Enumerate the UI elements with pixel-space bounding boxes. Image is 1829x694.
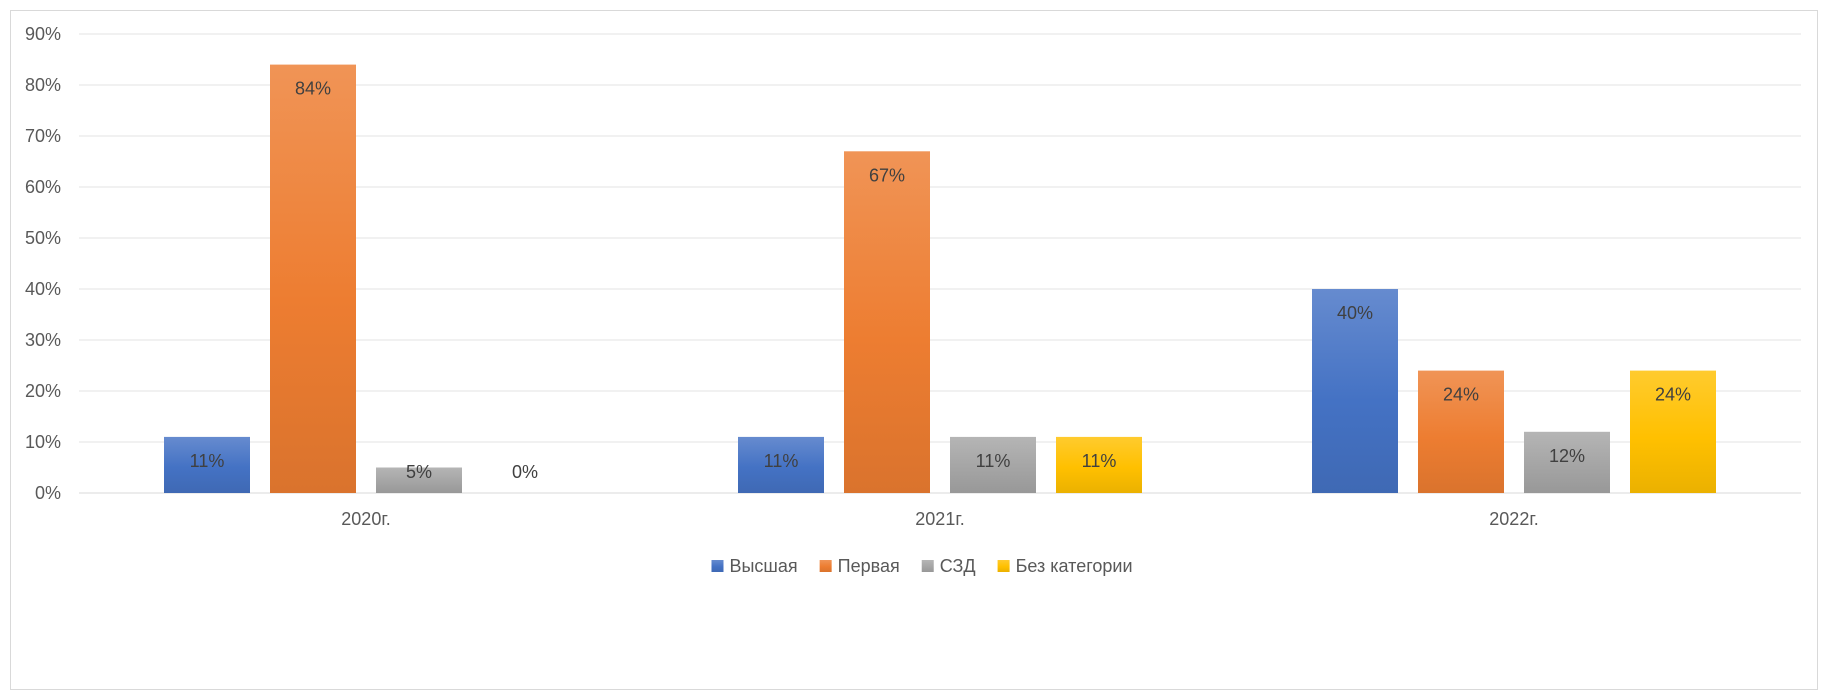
y-tick-label: 50%	[25, 228, 61, 248]
legend-swatch-Без категории	[998, 560, 1010, 572]
data-label: 5%	[406, 462, 432, 482]
bar-chart: 0% 10% 20% 30% 40% 50% 60% 70% 80% 90% 11% 84% 5% 0%…	[11, 11, 1817, 689]
legend-swatch-Первая	[820, 560, 832, 572]
y-tick-label: 20%	[25, 381, 61, 401]
y-tick-label: 30%	[25, 330, 61, 350]
bars	[164, 65, 1716, 493]
legend-label: Без категории	[1016, 556, 1133, 576]
x-tick-label: 2020г.	[341, 509, 390, 529]
y-tick-label: 90%	[25, 24, 61, 44]
data-label: 24%	[1655, 385, 1691, 405]
legend-label: Высшая	[729, 556, 797, 576]
y-tick-label: 0%	[35, 483, 61, 503]
legend-label: Первая	[838, 556, 900, 576]
y-tick-label: 40%	[25, 279, 61, 299]
y-axis-ticks: 0% 10% 20% 30% 40% 50% 60% 70% 80% 90%	[25, 24, 61, 503]
legend-swatch-Высшая	[711, 560, 723, 572]
y-tick-label: 10%	[25, 432, 61, 452]
data-label: 67%	[869, 165, 905, 185]
legend-swatch-СЗД	[922, 560, 934, 572]
data-label: 0%	[512, 462, 538, 482]
y-tick-label: 60%	[25, 177, 61, 197]
chart-frame: 0% 10% 20% 30% 40% 50% 60% 70% 80% 90% 11% 84% 5% 0%…	[10, 10, 1818, 690]
data-label: 11%	[764, 451, 799, 471]
legend-label: СЗД	[940, 556, 976, 576]
data-label: 24%	[1443, 385, 1479, 405]
data-label: 11%	[190, 451, 225, 471]
legend: Высшая Первая СЗД Без категории	[711, 556, 1132, 576]
bar-Первая-2020г.	[270, 65, 356, 493]
bar-Первая-2021г.	[844, 151, 930, 493]
x-tick-label: 2022г.	[1489, 509, 1538, 529]
data-label: 11%	[976, 451, 1011, 471]
data-label: 84%	[295, 79, 331, 99]
y-tick-label: 70%	[25, 126, 61, 146]
x-tick-label: 2021г.	[915, 509, 964, 529]
x-axis-ticks: 2020г. 2021г. 2022г.	[341, 509, 1538, 529]
data-label: 40%	[1337, 303, 1373, 323]
y-tick-label: 80%	[25, 75, 61, 95]
data-label: 12%	[1549, 446, 1585, 466]
data-label: 11%	[1082, 451, 1117, 471]
